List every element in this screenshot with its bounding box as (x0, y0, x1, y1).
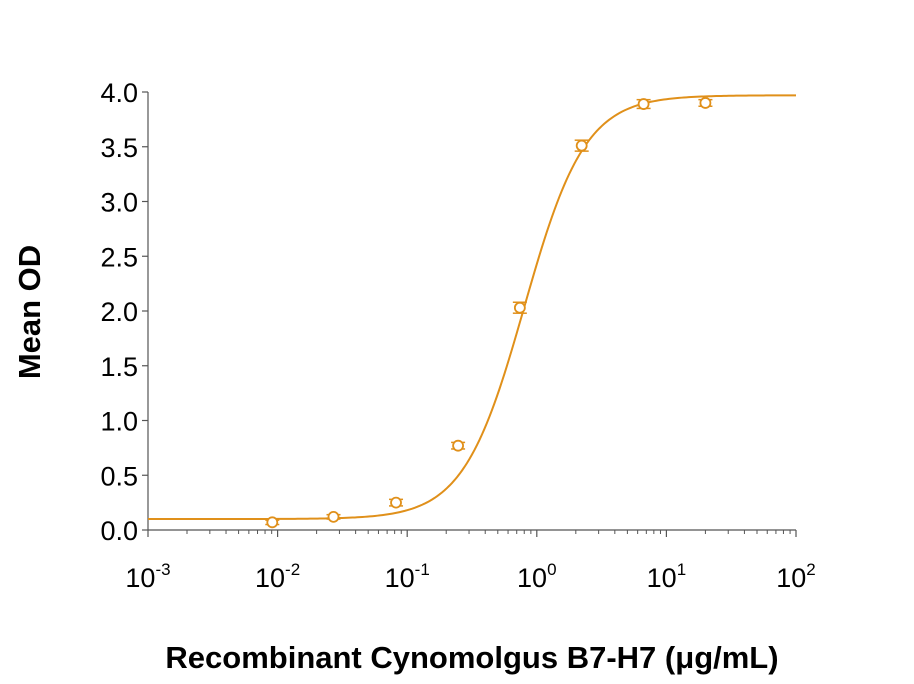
data-marker (266, 516, 279, 529)
data-marker (637, 98, 650, 110)
x-tick-label: 10-3 (125, 560, 170, 593)
y-tick-label: 1.5 (100, 352, 138, 382)
data-marker (513, 301, 526, 314)
x-axis: 10-3 10-2 10-1 100 101 102 (125, 529, 816, 593)
data-point (698, 97, 713, 109)
data-point (389, 496, 404, 509)
x-tick-label: 100 (517, 560, 557, 593)
x-tick-label: 10-1 (385, 560, 430, 593)
y-tick-label: 2.5 (100, 242, 138, 272)
fit-curve (148, 94, 797, 521)
data-point (265, 516, 280, 529)
y-axis: 0.0 0.5 1.0 1.5 2.0 2.5 3.0 3.5 4.0 (100, 78, 149, 546)
y-tick-label: 3.0 (100, 188, 138, 218)
y-tick-label: 3.5 (100, 133, 138, 163)
data-marker (390, 496, 402, 509)
x-tick-label: 10-2 (255, 560, 300, 593)
y-tick-label: 2.0 (100, 297, 138, 327)
data-marker (575, 139, 588, 152)
data-marker (699, 97, 712, 109)
y-tick-label: 4.0 (100, 78, 138, 108)
data-point (326, 510, 341, 523)
y-tick-label: 0.0 (100, 516, 138, 546)
x-axis-title: Recombinant Cynomolgus B7-H7 (μg/mL) (165, 640, 778, 675)
data-marker (327, 510, 340, 523)
x-tick-label: 102 (776, 560, 816, 593)
fit-curve-layer (148, 94, 797, 521)
data-point (451, 439, 466, 452)
y-tick-label: 1.0 (100, 407, 138, 437)
y-tick-label: 0.5 (100, 461, 138, 491)
x-tick-label: 101 (647, 560, 687, 593)
data-marker (452, 439, 464, 452)
data-point (574, 139, 589, 152)
y-axis-title: Mean OD (12, 245, 47, 379)
data-point (636, 98, 651, 110)
data-points-layer (265, 97, 713, 529)
data-point (512, 301, 527, 314)
